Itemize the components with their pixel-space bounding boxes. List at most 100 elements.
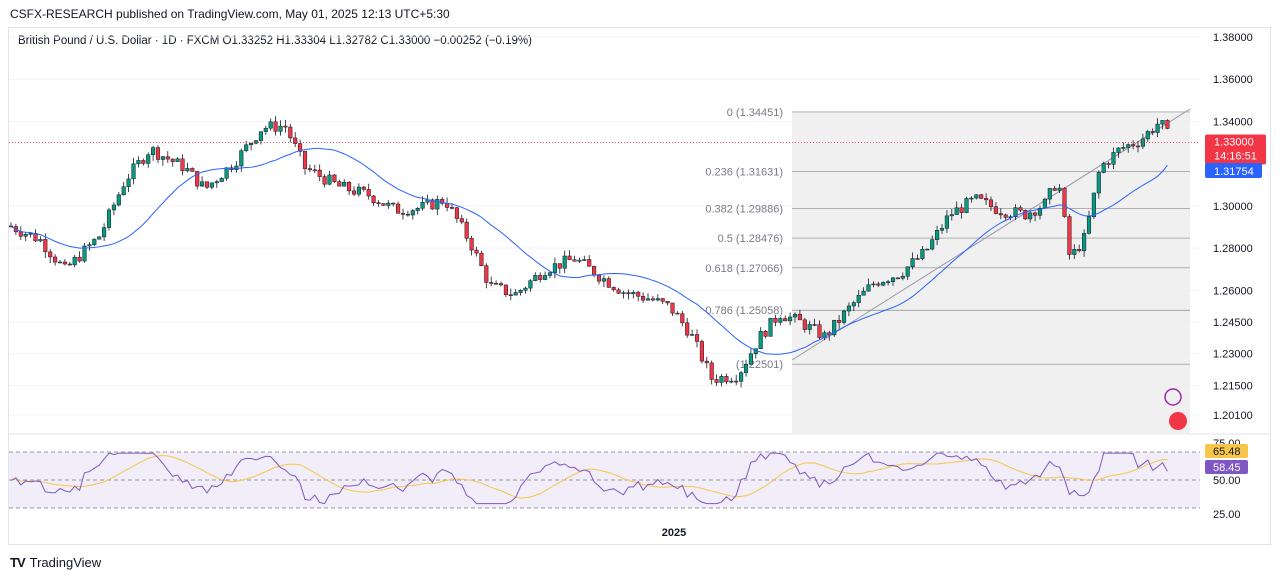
candle-body xyxy=(841,310,847,323)
candle-body xyxy=(606,278,611,288)
candle-body xyxy=(665,301,670,304)
rsi-value: 58.45 xyxy=(1213,462,1241,474)
fib-level-label: 0 (1.34451) xyxy=(727,107,783,119)
candle-body xyxy=(415,208,420,211)
candle-body xyxy=(802,319,807,330)
candle-body xyxy=(641,295,646,301)
rsi-ma-tag xyxy=(1205,444,1248,458)
candle-body xyxy=(126,178,131,187)
candle-body xyxy=(351,190,357,195)
candle-body xyxy=(670,302,675,314)
candle-body xyxy=(489,282,494,284)
candle-body xyxy=(871,283,876,286)
candle-body xyxy=(57,261,63,264)
candle-body xyxy=(567,255,572,260)
candle-body xyxy=(611,287,616,291)
candle-body xyxy=(1067,216,1072,255)
candle-body xyxy=(1165,120,1170,129)
candle-body xyxy=(988,199,994,207)
candle-body xyxy=(1111,152,1116,165)
candle-body xyxy=(449,207,455,209)
candle-body xyxy=(886,281,891,283)
candle-body xyxy=(964,198,969,213)
brand-label: TradingView xyxy=(29,555,102,570)
candle-body xyxy=(258,131,263,141)
candle-body xyxy=(562,255,567,269)
candle-body xyxy=(704,360,709,364)
candle-body xyxy=(209,182,214,188)
candle-body xyxy=(866,284,871,292)
candle-body xyxy=(939,228,945,231)
candle-body xyxy=(391,202,396,205)
candle-body xyxy=(307,168,312,171)
candle-body xyxy=(1131,144,1136,147)
symbol-legend: British Pound / U.S. Dollar · 1D · FXCM … xyxy=(18,35,532,47)
candle-body xyxy=(151,147,156,156)
candle-body xyxy=(273,121,278,132)
candle-body xyxy=(1023,209,1028,220)
candle-body xyxy=(43,239,48,253)
candle-body xyxy=(788,316,793,322)
candle-body xyxy=(1082,233,1087,252)
rsi-tick-label: 25.00 xyxy=(1213,509,1241,521)
candle-body xyxy=(131,163,136,180)
price-tick-label: 1.26000 xyxy=(1213,285,1253,297)
moving-average-line xyxy=(10,147,1168,355)
ma-value: 1.31754 xyxy=(1214,166,1254,178)
candle-body xyxy=(77,256,82,262)
candle-body xyxy=(969,197,974,200)
candle-body xyxy=(763,331,768,337)
candle-body xyxy=(464,221,469,239)
candle-body xyxy=(386,202,391,206)
countdown-value: 14:16:51 xyxy=(1214,151,1257,163)
candle-body xyxy=(846,305,851,312)
candle-body xyxy=(322,176,327,185)
candle-body xyxy=(116,194,121,206)
candle-body xyxy=(513,292,518,296)
price-tick-label: 1.38000 xyxy=(1213,32,1253,44)
fib-trend-line xyxy=(791,108,1191,361)
candle-body xyxy=(915,258,920,260)
candle-body xyxy=(356,186,361,195)
candle-body xyxy=(935,230,940,240)
candle-body xyxy=(832,319,837,336)
rsi-line xyxy=(10,452,1168,505)
candle-body xyxy=(949,214,954,217)
candle-body xyxy=(347,182,352,192)
candle-body xyxy=(743,364,749,373)
candle-body xyxy=(861,290,866,296)
candle-body xyxy=(48,251,53,258)
candle-body xyxy=(739,372,744,382)
candle-body xyxy=(792,313,798,318)
candle-body xyxy=(675,312,680,315)
candle-body xyxy=(734,380,739,383)
candle-body xyxy=(959,207,964,213)
candle-body xyxy=(268,121,273,129)
candle-body xyxy=(650,298,655,301)
price-tick-label: 1.20100 xyxy=(1213,410,1253,422)
candle-body xyxy=(837,319,842,323)
fib-level-label: 0.236 (1.31631) xyxy=(705,166,783,178)
candle-body xyxy=(1091,192,1096,217)
candle-body xyxy=(23,234,28,237)
candle-body xyxy=(185,168,190,172)
candle-body xyxy=(249,142,254,146)
candle-body xyxy=(204,181,210,188)
lightning-icon xyxy=(1164,388,1182,406)
candle-body xyxy=(1028,212,1033,220)
candle-body xyxy=(1096,172,1101,194)
candle-body xyxy=(253,140,259,144)
candle-body xyxy=(729,380,734,383)
candle-body xyxy=(508,294,513,296)
candle-body xyxy=(709,362,714,380)
candle-body xyxy=(925,248,930,251)
candle-body xyxy=(920,249,925,259)
candle-body xyxy=(984,198,989,201)
candle-body xyxy=(1062,187,1067,217)
candle-body xyxy=(714,379,719,383)
candle-body xyxy=(494,283,499,285)
candle-body xyxy=(405,213,410,216)
candle-body xyxy=(1057,187,1062,191)
chart-frame xyxy=(8,27,1271,545)
